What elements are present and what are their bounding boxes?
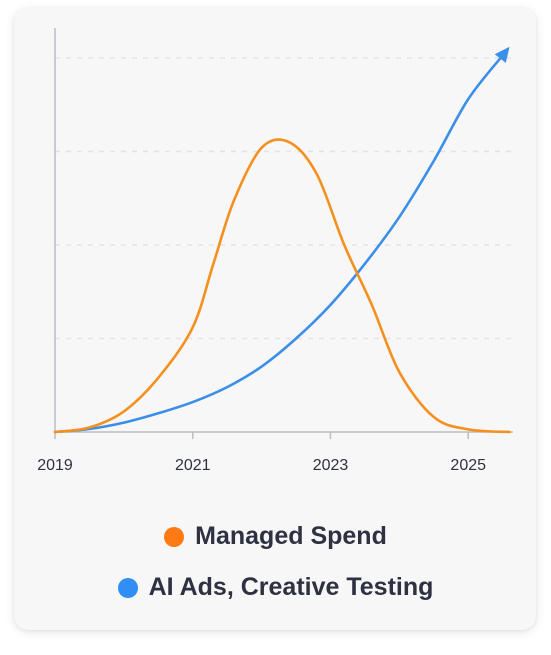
- legend-entry-managed-spend: Managed Spend: [0, 522, 551, 551]
- series-line-ai-ads-creative-testing: [53, 53, 505, 434]
- x-tick-label: 2021: [175, 457, 211, 474]
- series-arrowhead-ai-ads-creative-testing: [494, 46, 510, 63]
- gridlines: [55, 57, 513, 340]
- series-layer: [53, 46, 511, 434]
- legend-dot-managed-spend: [164, 526, 185, 547]
- x-tick-label: 2023: [313, 457, 349, 474]
- x-ticks: 2019 2021 2023 2025: [37, 432, 486, 474]
- legend-label-ai-ads: AI Ads, Creative Testing: [148, 573, 434, 601]
- legend-entry-ai-ads: AI Ads, Creative Testing: [0, 573, 551, 602]
- series-line-managed-spend: [53, 138, 511, 434]
- x-tick-label: 2025: [450, 457, 486, 474]
- chart-card: [14, 8, 536, 630]
- legend-dot-ai-ads: [117, 577, 138, 598]
- x-tick-label: 2019: [37, 457, 73, 474]
- legend-label-managed-spend: Managed Spend: [195, 522, 387, 550]
